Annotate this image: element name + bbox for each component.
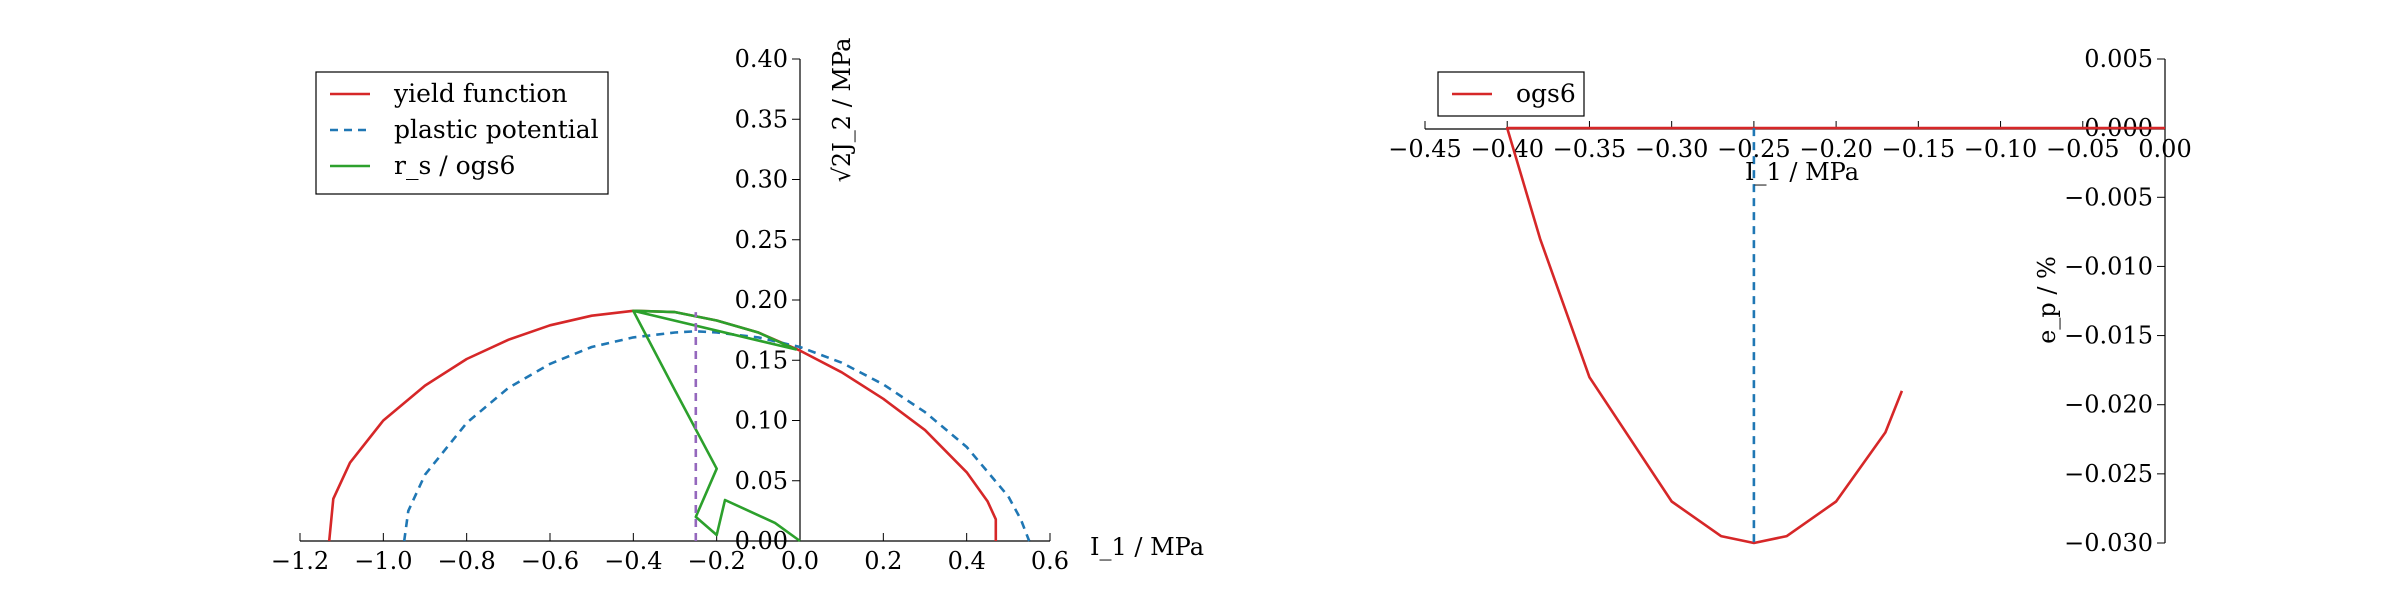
- x-axis-label: I_1 / MPa: [1745, 158, 1859, 186]
- y-tick-label: −0.025: [2064, 460, 2153, 488]
- legend-label: ogs6: [1516, 79, 1576, 108]
- y-tick-label: 0.05: [735, 467, 788, 495]
- x-tick-label: −0.10: [1964, 135, 2038, 163]
- series-line-yield-function: [327, 309, 998, 542]
- x-tick-label: −1.0: [354, 547, 412, 575]
- y-tick-label: 0.35: [735, 105, 788, 133]
- y-tick-label: −0.030: [2064, 529, 2153, 557]
- legend-label: yield function: [393, 79, 568, 108]
- x-tick-label: −0.8: [438, 547, 496, 575]
- legend-label: r_s / ogs6: [394, 151, 515, 180]
- chart-left-panel: −1.2 −1.0 −0.8 −0.6 −0.4 −0.2 0.0 0.2 0.4 0.6 0.00…: [271, 38, 1204, 575]
- series-line-r-s-ogs6: [631, 309, 801, 543]
- x-tick-label: −0.35: [1553, 135, 1627, 163]
- legend: yield function plastic potential r_s / ogs…: [315, 71, 609, 195]
- y-tick-label: 0.40: [735, 45, 788, 73]
- y-axis-label: e_p / %: [2033, 256, 2061, 344]
- legend-label: plastic potential: [394, 115, 599, 144]
- x-tick-label: −1.2: [271, 547, 329, 575]
- y-axis-label: √2J_2 / MPa: [828, 38, 856, 183]
- x-tick-label: −0.2: [688, 547, 746, 575]
- x-tick-label: −0.20: [1799, 135, 1873, 163]
- y-tick-label: 0.25: [735, 226, 788, 254]
- y-tick-label: 0.30: [735, 166, 788, 194]
- x-tick-label: −0.15: [1882, 135, 1956, 163]
- x-tick-label: −0.45: [1388, 135, 1462, 163]
- y-tick-label: −0.020: [2064, 391, 2153, 419]
- x-axis-label: I_1 / MPa: [1090, 533, 1204, 561]
- y-tick-label: −0.015: [2064, 322, 2153, 350]
- x-tick-label: −0.40: [1470, 135, 1544, 163]
- x-tick-label: −0.05: [2046, 135, 2120, 163]
- chart-right-panel: −0.45 −0.40 −0.35 −0.30 −0.25 −0.20 −0.15 −0.10…: [1388, 45, 2191, 557]
- y-tick-label: 0.005: [2084, 45, 2153, 73]
- legend: ogs6: [1437, 71, 1585, 117]
- y-tick-label: −0.005: [2064, 183, 2153, 211]
- legend-box: [315, 71, 609, 195]
- series-line-ogs6: [1505, 126, 2165, 545]
- x-tick-label: 0.6: [1031, 547, 1069, 575]
- y-tick-label: 0.00: [735, 527, 788, 555]
- x-tick-label: 0.2: [864, 547, 902, 575]
- x-tick-label: 0.0: [781, 547, 819, 575]
- x-tick-label: −0.4: [604, 547, 662, 575]
- y-tick-label: 0.10: [735, 407, 788, 435]
- y-tick-label: 0.20: [735, 286, 788, 314]
- x-tick-label: 0.4: [948, 547, 986, 575]
- y-tick-label: −0.010: [2064, 252, 2153, 280]
- x-tick-label: 0.00: [2138, 135, 2191, 163]
- x-tick-label: −0.30: [1635, 135, 1709, 163]
- series-line-plastic-potential: [402, 329, 1031, 542]
- x-tick-label: −0.6: [521, 547, 579, 575]
- y-tick-label: 0.15: [735, 346, 788, 374]
